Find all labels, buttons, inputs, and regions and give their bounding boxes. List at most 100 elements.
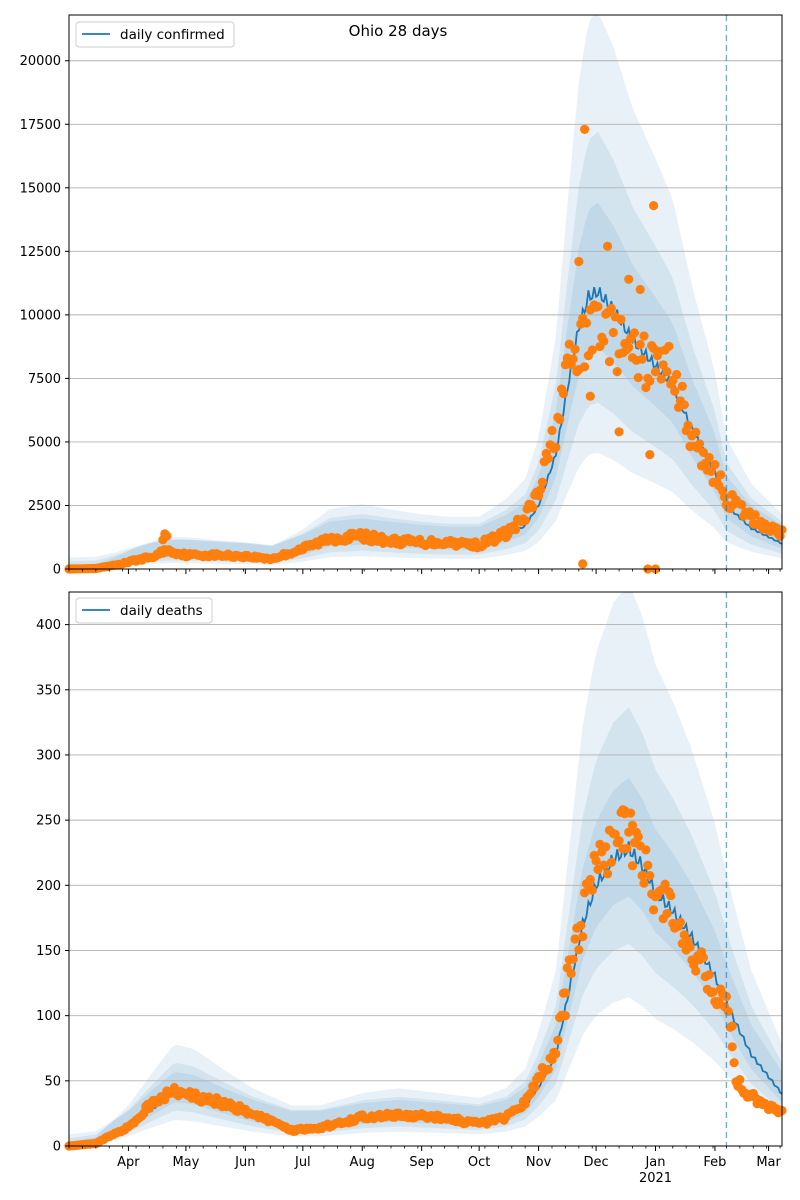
bot-y-tick-label: 100 [36, 1009, 61, 1024]
x-tick-label-0: Apr [117, 1155, 140, 1170]
top-point [551, 442, 561, 452]
bot-point [660, 879, 670, 889]
top-point-outlier [624, 274, 634, 284]
top-point-outlier [574, 256, 584, 267]
bot-y-tick-label: 200 [36, 879, 61, 894]
top-point [608, 327, 618, 338]
bot-band-0 [69, 592, 782, 1146]
x-tick-label-4: Aug [350, 1155, 375, 1170]
bot-point [566, 968, 576, 979]
bot-point-outlier [727, 1021, 737, 1031]
bot-point [624, 827, 634, 837]
x-tick-label-10: Feb [703, 1155, 726, 1170]
x-tick-label-11: Mar [756, 1155, 781, 1170]
bot-point [723, 1006, 733, 1016]
bot-point [578, 932, 588, 942]
bot-point-outlier [620, 809, 630, 819]
top-point [510, 525, 521, 535]
top-point-outlier [614, 427, 624, 437]
bot-band-2 [69, 777, 782, 1146]
top-point-outlier [649, 201, 659, 211]
x-tick-year-label: 2021 [639, 1171, 672, 1186]
bot-point [685, 942, 695, 952]
top-point [750, 510, 760, 520]
top-point-outlier [603, 241, 613, 251]
top-point [664, 341, 674, 351]
top-y-tick-label: 2500 [28, 499, 61, 514]
deaths-axes-frame [68, 591, 783, 1147]
top-point-outlier [578, 559, 588, 569]
confirmed-panel: 0 2500 5000 7500 10000 12500 15000 17500 20000 O… [20, 14, 787, 578]
top-point [691, 427, 701, 437]
top-point-outlier [585, 391, 595, 401]
x-tick-label-3: Jul [294, 1155, 311, 1170]
top-point [677, 381, 687, 391]
top-point-outlier [580, 124, 590, 134]
deaths-points [64, 805, 787, 1151]
top-point [637, 354, 647, 364]
confirmed-legend-box [75, 21, 235, 48]
bot-point [666, 891, 676, 901]
bot-point [627, 861, 638, 871]
x-tick-label-7: Nov [526, 1155, 552, 1170]
bot-point [708, 987, 718, 997]
top-point [616, 314, 626, 325]
top-band-2 [69, 202, 782, 570]
top-point [581, 318, 592, 328]
bot-point [639, 878, 649, 888]
bot-point [698, 953, 709, 963]
top-y-tick-label: 15000 [20, 181, 61, 196]
top-point [535, 485, 546, 495]
bot-y-tick-label: 350 [36, 683, 61, 698]
top-y-tick-label: 7500 [28, 372, 61, 387]
deaths-legend-box [75, 597, 213, 624]
bot-point [585, 874, 595, 885]
bot-point [603, 869, 613, 879]
top-point [658, 360, 668, 370]
bot-point [601, 842, 611, 852]
bot-y-tick-label: 250 [36, 814, 61, 829]
bot-y-tick-label: 400 [36, 618, 61, 633]
top-point [639, 331, 649, 341]
bot-point [727, 1042, 737, 1052]
bot-y-tick-label: 0 [53, 1140, 61, 1155]
top-point [662, 367, 672, 377]
bot-point [643, 860, 653, 871]
top-point [624, 342, 634, 352]
top-y-tick-label: 12500 [20, 245, 61, 260]
top-point [737, 500, 747, 510]
bot-point [570, 934, 580, 944]
top-y-tick-label: 5000 [28, 435, 61, 450]
x-tick-label-8: Dec [584, 1155, 609, 1170]
top-point [672, 369, 682, 380]
top-y-tick-label: 10000 [20, 308, 61, 323]
bot-band-1 [69, 707, 782, 1146]
top-point [593, 302, 603, 312]
top-point [645, 376, 655, 386]
top-point [555, 414, 565, 424]
deaths-panel: 0 50 100 150 200 250 300 350 400 Apr May Jun Jul Aug… [36, 591, 787, 1186]
bot-point [641, 845, 651, 855]
bot-point-outlier [627, 820, 638, 830]
top-point [599, 336, 609, 346]
top-point [670, 386, 680, 396]
bot-y-tick-label: 50 [44, 1074, 61, 1089]
top-point [629, 328, 640, 338]
top-point [568, 354, 578, 364]
top-point [604, 357, 615, 367]
top-point [716, 470, 726, 480]
deaths-legend-label: daily deaths [120, 603, 203, 619]
deaths-x-ticks: Apr May Jun Jul Aug Sep Oct Nov Dec Jan Feb Mar 2021 [68, 1146, 782, 1186]
top-y-tick-label: 17500 [20, 118, 61, 133]
bot-point [633, 832, 643, 842]
bot-point-outlier [560, 1011, 571, 1021]
x-tick-label-1: May [172, 1155, 199, 1170]
bot-point [574, 945, 584, 955]
bot-point [645, 871, 655, 881]
top-point [704, 452, 714, 463]
confirmed-legend-label: daily confirmed [120, 27, 225, 43]
top-point [543, 454, 553, 464]
confirmed-bands [69, 15, 782, 570]
bot-point [543, 1064, 553, 1074]
deaths-legend: daily deaths [75, 597, 213, 624]
